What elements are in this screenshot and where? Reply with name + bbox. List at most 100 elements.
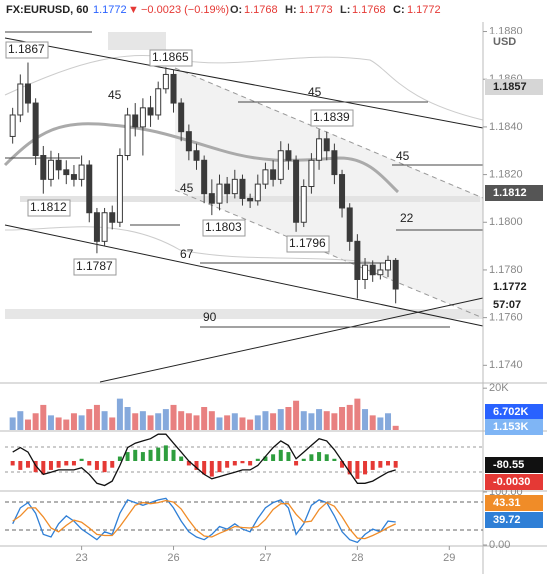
macd-histogram xyxy=(301,458,306,461)
macd-histogram xyxy=(110,461,115,468)
annotation: 45 xyxy=(308,85,322,99)
volume-bar xyxy=(178,411,185,430)
price-badge xyxy=(485,457,543,473)
candle-body xyxy=(109,212,116,223)
candle-body xyxy=(116,155,123,223)
candle-body xyxy=(185,131,192,152)
annotation-box xyxy=(27,199,71,217)
candle-body xyxy=(285,150,292,161)
trend-line xyxy=(4,224,484,327)
high: 1.1773 xyxy=(299,4,333,16)
volume-bar xyxy=(346,404,353,430)
candle-body xyxy=(32,102,39,157)
candle-body xyxy=(362,264,369,280)
macd-histogram xyxy=(309,454,314,461)
volume-bar xyxy=(208,411,215,430)
candle-body xyxy=(377,269,384,276)
annotation: 22 xyxy=(400,211,414,225)
candle-body xyxy=(293,159,300,223)
candle-body xyxy=(178,102,185,133)
annotation: 45 xyxy=(180,181,194,195)
annotation-box xyxy=(202,219,246,237)
annotation: 90 xyxy=(203,310,217,324)
price-badge xyxy=(485,79,543,95)
y-tick-label: 1.1800 xyxy=(489,216,523,228)
annotation: 1.1803 xyxy=(205,220,242,234)
volume-bar xyxy=(63,419,70,430)
annotation-box xyxy=(310,109,354,127)
macd-histogram xyxy=(202,461,207,475)
price-badge xyxy=(485,495,543,511)
candle-body xyxy=(162,73,169,90)
macd-histogram xyxy=(18,461,23,470)
macd-histogram xyxy=(370,461,375,470)
zone xyxy=(5,309,483,319)
price-badge xyxy=(485,34,543,50)
macd-histogram xyxy=(225,461,230,468)
volume-bar xyxy=(101,411,108,430)
macd-histogram xyxy=(248,461,253,466)
macd-histogram xyxy=(332,458,337,461)
candle-body xyxy=(70,174,77,180)
price-badge xyxy=(485,474,543,490)
macd-histogram xyxy=(355,461,360,479)
price-badge-label: 1.1772 xyxy=(493,281,527,293)
y-tick-label: 1.1880 xyxy=(489,25,523,37)
volume-bar xyxy=(132,413,139,430)
close-label: C: xyxy=(393,4,405,16)
volume-bar xyxy=(93,404,100,430)
macd-histogram xyxy=(317,452,322,461)
candle-body xyxy=(139,107,146,128)
macd-histogram xyxy=(25,461,30,468)
macd-histogram xyxy=(255,458,260,461)
macd-histogram xyxy=(140,452,145,461)
volume-bar xyxy=(86,409,93,430)
macd-histogram xyxy=(393,461,398,468)
open: 1.1768 xyxy=(244,4,278,16)
price-badge-label: USD xyxy=(493,36,516,48)
y-tick-label: 1.1780 xyxy=(489,264,523,276)
candle-body xyxy=(247,197,254,202)
indicator-line xyxy=(12,497,396,544)
close: 1.1772 xyxy=(407,4,441,16)
volume-bar xyxy=(316,409,323,430)
volume-bar xyxy=(385,413,392,430)
annotation: 67 xyxy=(180,247,194,261)
volume-bar xyxy=(17,411,24,430)
candle-body xyxy=(47,159,54,180)
macd-histogram xyxy=(240,461,245,464)
channel-line xyxy=(174,189,484,319)
volume-bar xyxy=(185,413,192,430)
volume-bar xyxy=(339,407,346,430)
header: FX:EURUSD, 60 1.1772 ▼ −0.0023 (−0.19%) … xyxy=(6,4,441,16)
volume-bar xyxy=(124,407,131,430)
annotation-box xyxy=(149,49,193,67)
symbol: FX:EURUSD, 60 xyxy=(6,4,89,16)
macd-histogram xyxy=(94,461,99,470)
low-label: L: xyxy=(340,4,350,16)
volume-bar xyxy=(109,417,116,430)
volume-bar xyxy=(116,398,123,430)
macd-histogram xyxy=(194,461,199,470)
macd-histogram xyxy=(156,447,161,461)
volume-bar xyxy=(70,413,77,430)
volume-bar xyxy=(247,419,254,430)
volume-bar xyxy=(32,413,39,430)
candle-body xyxy=(86,164,93,214)
price-badge-label: 1.153K xyxy=(493,421,529,433)
candle-body xyxy=(201,159,208,195)
volume-bar xyxy=(147,415,154,430)
price-badge xyxy=(485,185,543,201)
macd-histogram xyxy=(186,461,191,466)
annotation: 1.1839 xyxy=(313,110,350,124)
candle-body xyxy=(78,164,85,180)
volume-bar xyxy=(231,413,238,430)
macd-histogram xyxy=(340,461,345,468)
candle-body xyxy=(9,114,16,137)
channel-line xyxy=(174,67,484,199)
x-tick-label: 27 xyxy=(259,552,271,564)
x-tick-label: 28 xyxy=(351,552,363,564)
x-tick-label: 23 xyxy=(75,552,87,564)
y-tick-label: 0.00 xyxy=(489,539,510,551)
candle-body xyxy=(132,114,139,128)
